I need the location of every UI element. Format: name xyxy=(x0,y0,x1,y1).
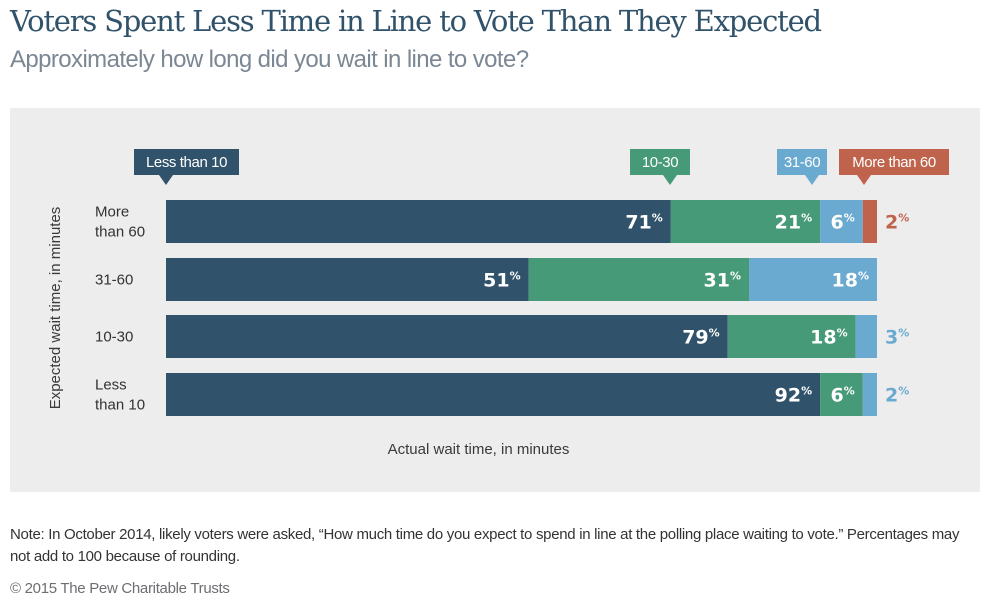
category-label: Less xyxy=(95,377,127,394)
data-label: 18% xyxy=(810,327,847,349)
data-label: 6% xyxy=(831,385,855,407)
bar-segment xyxy=(670,200,821,243)
data-label: 71% xyxy=(625,212,662,234)
legend-label: 10-30 xyxy=(642,154,678,171)
legend-box xyxy=(630,149,690,175)
legend-pointer xyxy=(159,175,173,185)
bar-segment xyxy=(820,200,863,243)
category-label: than 10 xyxy=(95,397,145,414)
x-axis-label: Actual wait time, in minutes xyxy=(388,441,570,458)
legend-label: Less than 10 xyxy=(146,154,227,171)
bar-segment xyxy=(727,315,856,358)
category-label: 10-30 xyxy=(95,329,133,346)
data-label: 2% xyxy=(885,385,909,407)
bar-segment xyxy=(820,373,863,416)
chart-title: Voters Spent Less Time in Line to Vote T… xyxy=(10,4,822,38)
data-label: 92% xyxy=(775,385,812,407)
bar-segment xyxy=(166,200,671,243)
data-label: 18% xyxy=(832,270,869,292)
data-label: 2% xyxy=(885,212,909,234)
bar-segment xyxy=(166,373,821,416)
legend-pointer xyxy=(805,175,819,185)
data-label: 21% xyxy=(775,212,812,234)
stacked-bar-chart: Expected wait time, in minutes Actual wai… xyxy=(47,149,949,458)
chart-panel: Expected wait time, in minutes Actual wai… xyxy=(10,108,980,492)
bar-segment xyxy=(862,200,877,243)
legend-label: More than 60 xyxy=(852,154,936,171)
category-label: 31-60 xyxy=(95,272,133,289)
bar-segment xyxy=(862,373,877,416)
data-label: 79% xyxy=(682,327,719,349)
legend-box xyxy=(134,149,239,175)
legend-label: 31-60 xyxy=(784,154,820,171)
chart-subtitle: Approximately how long did you wait in l… xyxy=(10,46,529,73)
y-axis-label: Expected wait time, in minutes xyxy=(47,207,64,410)
legend-pointer xyxy=(857,175,871,185)
copyright: © 2015 The Pew Charitable Trusts xyxy=(10,580,230,597)
legend-pointer xyxy=(663,175,677,185)
legend-box xyxy=(839,149,949,175)
bar-segment xyxy=(749,258,877,301)
data-label: 3% xyxy=(885,327,909,349)
data-label: 31% xyxy=(704,270,741,292)
category-label: More xyxy=(95,204,129,221)
legend-box xyxy=(777,149,827,175)
data-label: 6% xyxy=(831,212,855,234)
bar-segment xyxy=(528,258,750,301)
bar-segment xyxy=(855,315,877,358)
footnote: Note: In October 2014, likely voters wer… xyxy=(10,526,960,565)
data-label: 51% xyxy=(483,270,520,292)
bar-segment xyxy=(166,258,529,301)
bar-segment xyxy=(166,315,728,358)
category-label: than 60 xyxy=(95,224,145,241)
